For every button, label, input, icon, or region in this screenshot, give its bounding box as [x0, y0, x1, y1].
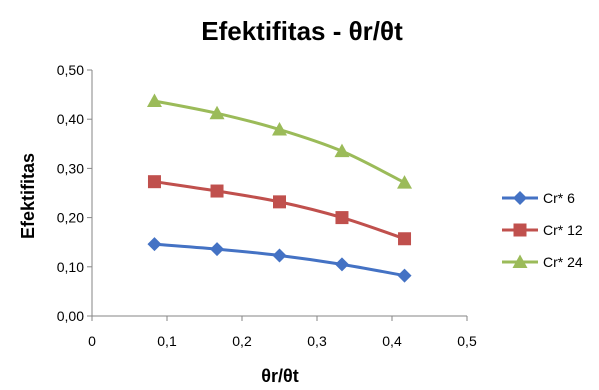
y-tick-label: 0,30 — [57, 160, 84, 176]
series-cr-24-point — [146, 93, 162, 107]
series-cr-24-line — [152, 99, 407, 185]
series-cr-12 — [147, 175, 412, 246]
x-axis-title: θr/θt — [261, 366, 298, 386]
legend: Cr* 6 Cr* 12 Cr* 24 — [502, 190, 583, 270]
x-tick-label: 0,3 — [307, 333, 327, 349]
legend-item-cr-12-label: Cr* 12 — [543, 222, 583, 238]
x-tick-label: 0,2 — [232, 333, 252, 349]
chart-title: Efektifitas - θr/θt — [201, 16, 403, 46]
series-cr-6-point — [272, 248, 287, 263]
series-cr-24-point — [334, 143, 350, 158]
series-cr-24-point — [397, 175, 413, 189]
x-tick-label: 0,1 — [157, 333, 177, 349]
legend-item-cr-24-label: Cr* 24 — [543, 254, 583, 270]
legend-item-cr-12: Cr* 12 — [502, 222, 583, 238]
series-cr-12-point — [398, 232, 412, 246]
series-cr-24-point — [272, 122, 287, 136]
series-cr-6-point — [147, 237, 162, 252]
series-cr-6-point — [397, 268, 412, 283]
series-cr-12-point — [273, 195, 286, 209]
series-cr-24-point — [209, 105, 225, 120]
y-axis-title: Efektifitas — [18, 153, 38, 239]
series-cr-12-point — [335, 211, 349, 225]
plot-series — [146, 93, 413, 283]
legend-item-cr-24: Cr* 24 — [502, 254, 583, 270]
y-tick-label: 0,20 — [57, 210, 84, 226]
series-cr-6 — [147, 237, 412, 283]
legend-item-cr-6-label: Cr* 6 — [543, 190, 575, 206]
x-tick-label: 0,5 — [457, 333, 477, 349]
y-tick-label: 0,50 — [57, 62, 84, 78]
y-tick-label: 0,10 — [57, 259, 84, 275]
legend-item-cr-6: Cr* 6 — [502, 190, 575, 206]
axes: 0,00 0,10 0,20 0,30 0,40 0,50 0 0,1 0,2 0,3 0,4 0,5 — [57, 62, 477, 349]
legend-item-cr-24-swatch-marker — [512, 254, 528, 268]
legend-item-cr-12-swatch-marker — [513, 223, 527, 237]
x-tick-label: 0 — [88, 333, 96, 349]
legend-item-cr-6-swatch-marker — [513, 191, 527, 205]
series-cr-12-line — [152, 180, 407, 241]
series-cr-12-point — [147, 175, 161, 189]
series-cr-24 — [146, 93, 413, 189]
x-tick-label: 0,4 — [382, 333, 402, 349]
series-cr-6-point — [210, 242, 225, 257]
y-tick-label: 0,00 — [57, 308, 84, 324]
y-tick-label: 0,40 — [57, 111, 84, 127]
series-cr-12-point — [210, 184, 224, 198]
series-cr-6-point — [334, 257, 349, 272]
